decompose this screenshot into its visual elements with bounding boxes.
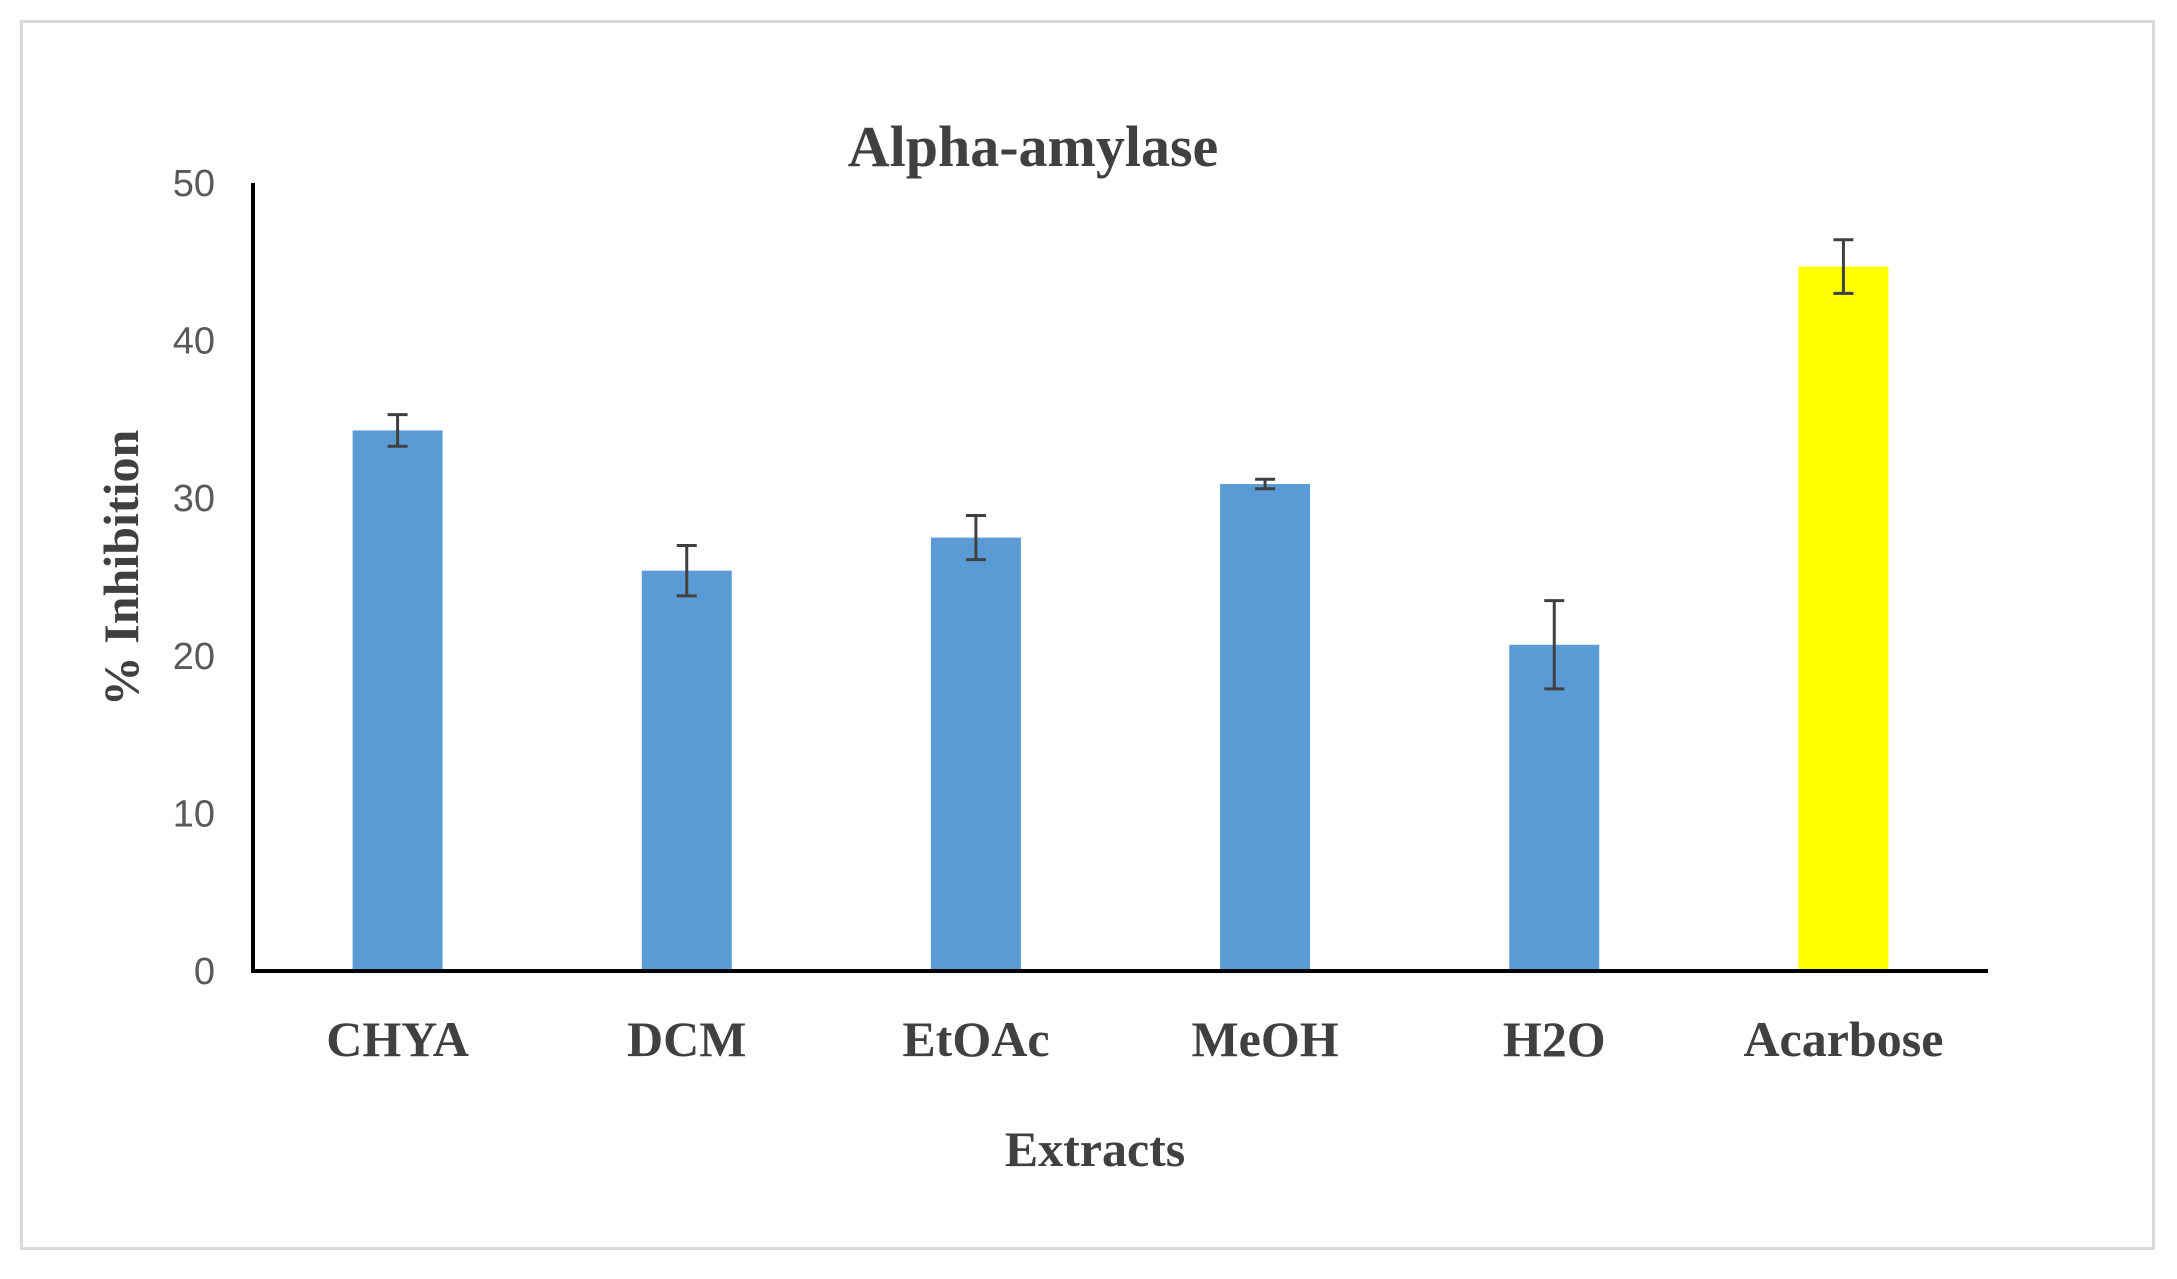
error-bar-dcm xyxy=(676,543,697,598)
error-bar-meoh xyxy=(1255,477,1276,491)
bar-h2o xyxy=(1509,644,1600,971)
x-tick-label: Acarbose xyxy=(1743,1011,1943,1067)
y-tick-label: 20 xyxy=(173,636,215,678)
x-tick-label: MeOH xyxy=(1191,1011,1338,1067)
x-tick-label: H2O xyxy=(1503,1011,1606,1067)
bars xyxy=(352,266,1889,971)
x-axis-ticks: CHYA DCM EtOAc MeOH H2O Acarbose xyxy=(326,1011,1943,1067)
x-tick-label: DCM xyxy=(627,1011,746,1067)
x-tick-label: CHYA xyxy=(326,1011,469,1067)
error-bar-etoac xyxy=(965,514,986,562)
error-bar-acarbose xyxy=(1833,238,1854,295)
bar-chart: Alpha-amylase 0 10 20 30 40 50 CHYA DCM EtOAc Me… xyxy=(93,114,1988,1177)
y-tick-label: 10 xyxy=(173,793,215,835)
y-tick-label: 50 xyxy=(173,163,215,205)
bar-chya xyxy=(352,430,443,971)
bar-meoh xyxy=(1220,484,1311,971)
y-tick-label: 30 xyxy=(173,478,215,520)
x-tick-label: EtOAc xyxy=(902,1011,1049,1067)
y-tick-label: 0 xyxy=(194,951,215,993)
chart-title: Alpha-amylase xyxy=(848,114,1219,179)
y-axis-ticks: 0 10 20 30 40 50 xyxy=(173,163,215,993)
y-axis-label: % Inhibition xyxy=(93,430,149,707)
chart-frame: Alpha-amylase 0 10 20 30 40 50 CHYA DCM EtOAc Me… xyxy=(20,20,2155,1250)
y-tick-label: 40 xyxy=(173,321,215,363)
error-bar-chya xyxy=(387,413,408,448)
bar-etoac xyxy=(930,537,1021,971)
error-bars xyxy=(387,238,1854,691)
bar-acarbose xyxy=(1798,266,1889,971)
x-axis-label: Extracts xyxy=(1005,1121,1186,1177)
bar-dcm xyxy=(641,570,732,971)
error-bar-h2o xyxy=(1544,599,1565,691)
